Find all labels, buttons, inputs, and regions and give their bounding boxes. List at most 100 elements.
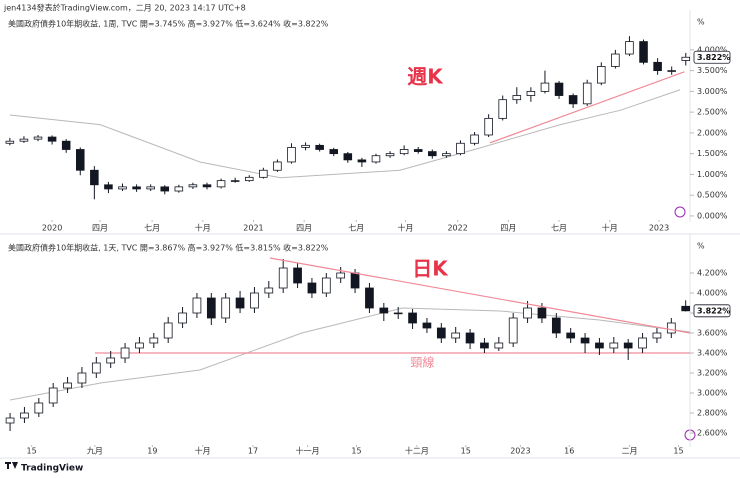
x-tick-label: 2020 bbox=[42, 224, 62, 233]
x-tick-label: 2022 bbox=[447, 224, 467, 233]
last-price-label: 3.822% bbox=[697, 306, 730, 315]
candle-body bbox=[357, 159, 367, 163]
candle-body bbox=[566, 332, 576, 339]
candle-body bbox=[554, 82, 564, 96]
moving-average bbox=[9, 89, 681, 179]
candle-body bbox=[307, 282, 317, 294]
candle-body bbox=[652, 332, 662, 339]
candle-body bbox=[174, 186, 184, 192]
candle-body bbox=[623, 342, 633, 349]
candle-body bbox=[540, 82, 550, 92]
logo bbox=[5, 462, 18, 469]
candle-body bbox=[135, 342, 144, 349]
x-tick-label: 15 bbox=[351, 447, 361, 456]
x-tick-label: 2023 bbox=[649, 224, 669, 233]
candle-body bbox=[551, 317, 561, 334]
y-tick-label: 3.000% bbox=[697, 389, 728, 398]
candle-body bbox=[470, 134, 479, 144]
candle-body bbox=[91, 362, 101, 374]
candle-body bbox=[287, 147, 296, 163]
last-price-box bbox=[693, 50, 731, 64]
candle-body bbox=[484, 117, 493, 136]
candle-body bbox=[611, 53, 620, 67]
candle-body bbox=[681, 305, 691, 312]
candle-body bbox=[206, 297, 216, 319]
candle-body bbox=[188, 184, 198, 188]
alert-icon[interactable] bbox=[674, 206, 686, 218]
y-tick-label: 2.000% bbox=[697, 128, 728, 137]
candle-body bbox=[512, 95, 522, 101]
candle-body bbox=[75, 149, 85, 171]
candle-body bbox=[90, 169, 99, 186]
y-tick-label: 1.500% bbox=[697, 149, 728, 158]
x-tick-label: 七月 bbox=[348, 224, 364, 233]
candle-body bbox=[399, 149, 409, 155]
chart-annotation: 日K bbox=[412, 257, 449, 281]
candle-body bbox=[681, 56, 691, 61]
candle-body bbox=[639, 41, 648, 63]
y-tick-label: 3.400% bbox=[697, 349, 728, 358]
footer: TradingView bbox=[21, 464, 83, 474]
candle-body bbox=[526, 90, 536, 96]
x-tick-label: 十月 bbox=[195, 223, 211, 233]
candle-body bbox=[221, 297, 231, 319]
candle-body bbox=[20, 412, 29, 419]
candle-body bbox=[385, 153, 395, 157]
candle-body bbox=[442, 153, 451, 157]
candle-body bbox=[48, 387, 58, 404]
legend: 美國政府債券10年期收益, 1天, TVC 開=3.867% 高=3.927% … bbox=[8, 243, 329, 253]
x-tick-label: 2023 bbox=[510, 447, 530, 456]
x-tick-label: 十月 bbox=[195, 446, 211, 456]
trendline bbox=[269, 257, 691, 334]
candle-body bbox=[451, 332, 461, 339]
x-tick-label: 十月 bbox=[602, 223, 618, 233]
candle-body bbox=[118, 186, 127, 190]
candle-body bbox=[494, 342, 504, 349]
axis-unit: % bbox=[697, 18, 705, 27]
candle-body bbox=[597, 66, 606, 84]
candle-body bbox=[293, 267, 302, 284]
candle-body bbox=[498, 99, 507, 119]
candle-body bbox=[273, 161, 282, 171]
candle-body bbox=[250, 292, 259, 309]
candle-body bbox=[244, 176, 254, 182]
candle-body bbox=[278, 267, 288, 289]
candle-body bbox=[178, 312, 187, 324]
candle-body bbox=[19, 138, 29, 142]
candle-body bbox=[329, 149, 339, 155]
candle-body bbox=[365, 287, 374, 309]
candle-body bbox=[595, 342, 604, 349]
y-tick-label: 0.500% bbox=[697, 191, 728, 200]
candle-body bbox=[456, 142, 465, 155]
y-tick-label: 4.000% bbox=[697, 45, 728, 54]
candle-body bbox=[146, 186, 155, 190]
last-price-label: 3.822% bbox=[697, 53, 730, 62]
candle-body bbox=[653, 61, 662, 72]
candle-body bbox=[480, 342, 489, 349]
candle-body bbox=[343, 153, 353, 161]
candle-body bbox=[350, 272, 360, 289]
y-tick-label: 0.000% bbox=[697, 211, 728, 220]
neckline-label: 頸線 bbox=[410, 355, 434, 370]
candle-body bbox=[523, 307, 532, 319]
x-tick-label: 2021 bbox=[243, 224, 263, 233]
chart-annotation: 週K bbox=[407, 65, 444, 89]
y-tick-label: 1.000% bbox=[697, 170, 728, 179]
candle-body bbox=[436, 327, 446, 339]
x-tick-label: 十一月 bbox=[296, 446, 320, 456]
candle-body bbox=[625, 41, 634, 55]
x-tick-label: 十二月 bbox=[405, 446, 429, 456]
x-tick-label: 15 bbox=[673, 447, 683, 456]
candle-body bbox=[371, 155, 381, 163]
candle-body bbox=[104, 184, 113, 190]
candle-body bbox=[336, 272, 346, 279]
candle-body bbox=[321, 277, 331, 294]
candle-body bbox=[393, 312, 403, 315]
candle-body bbox=[5, 140, 15, 144]
candle-body bbox=[379, 307, 389, 314]
y-tick-label: 3.500% bbox=[697, 66, 728, 75]
candle-body bbox=[315, 144, 324, 150]
x-tick-label: 二月 bbox=[622, 447, 638, 456]
